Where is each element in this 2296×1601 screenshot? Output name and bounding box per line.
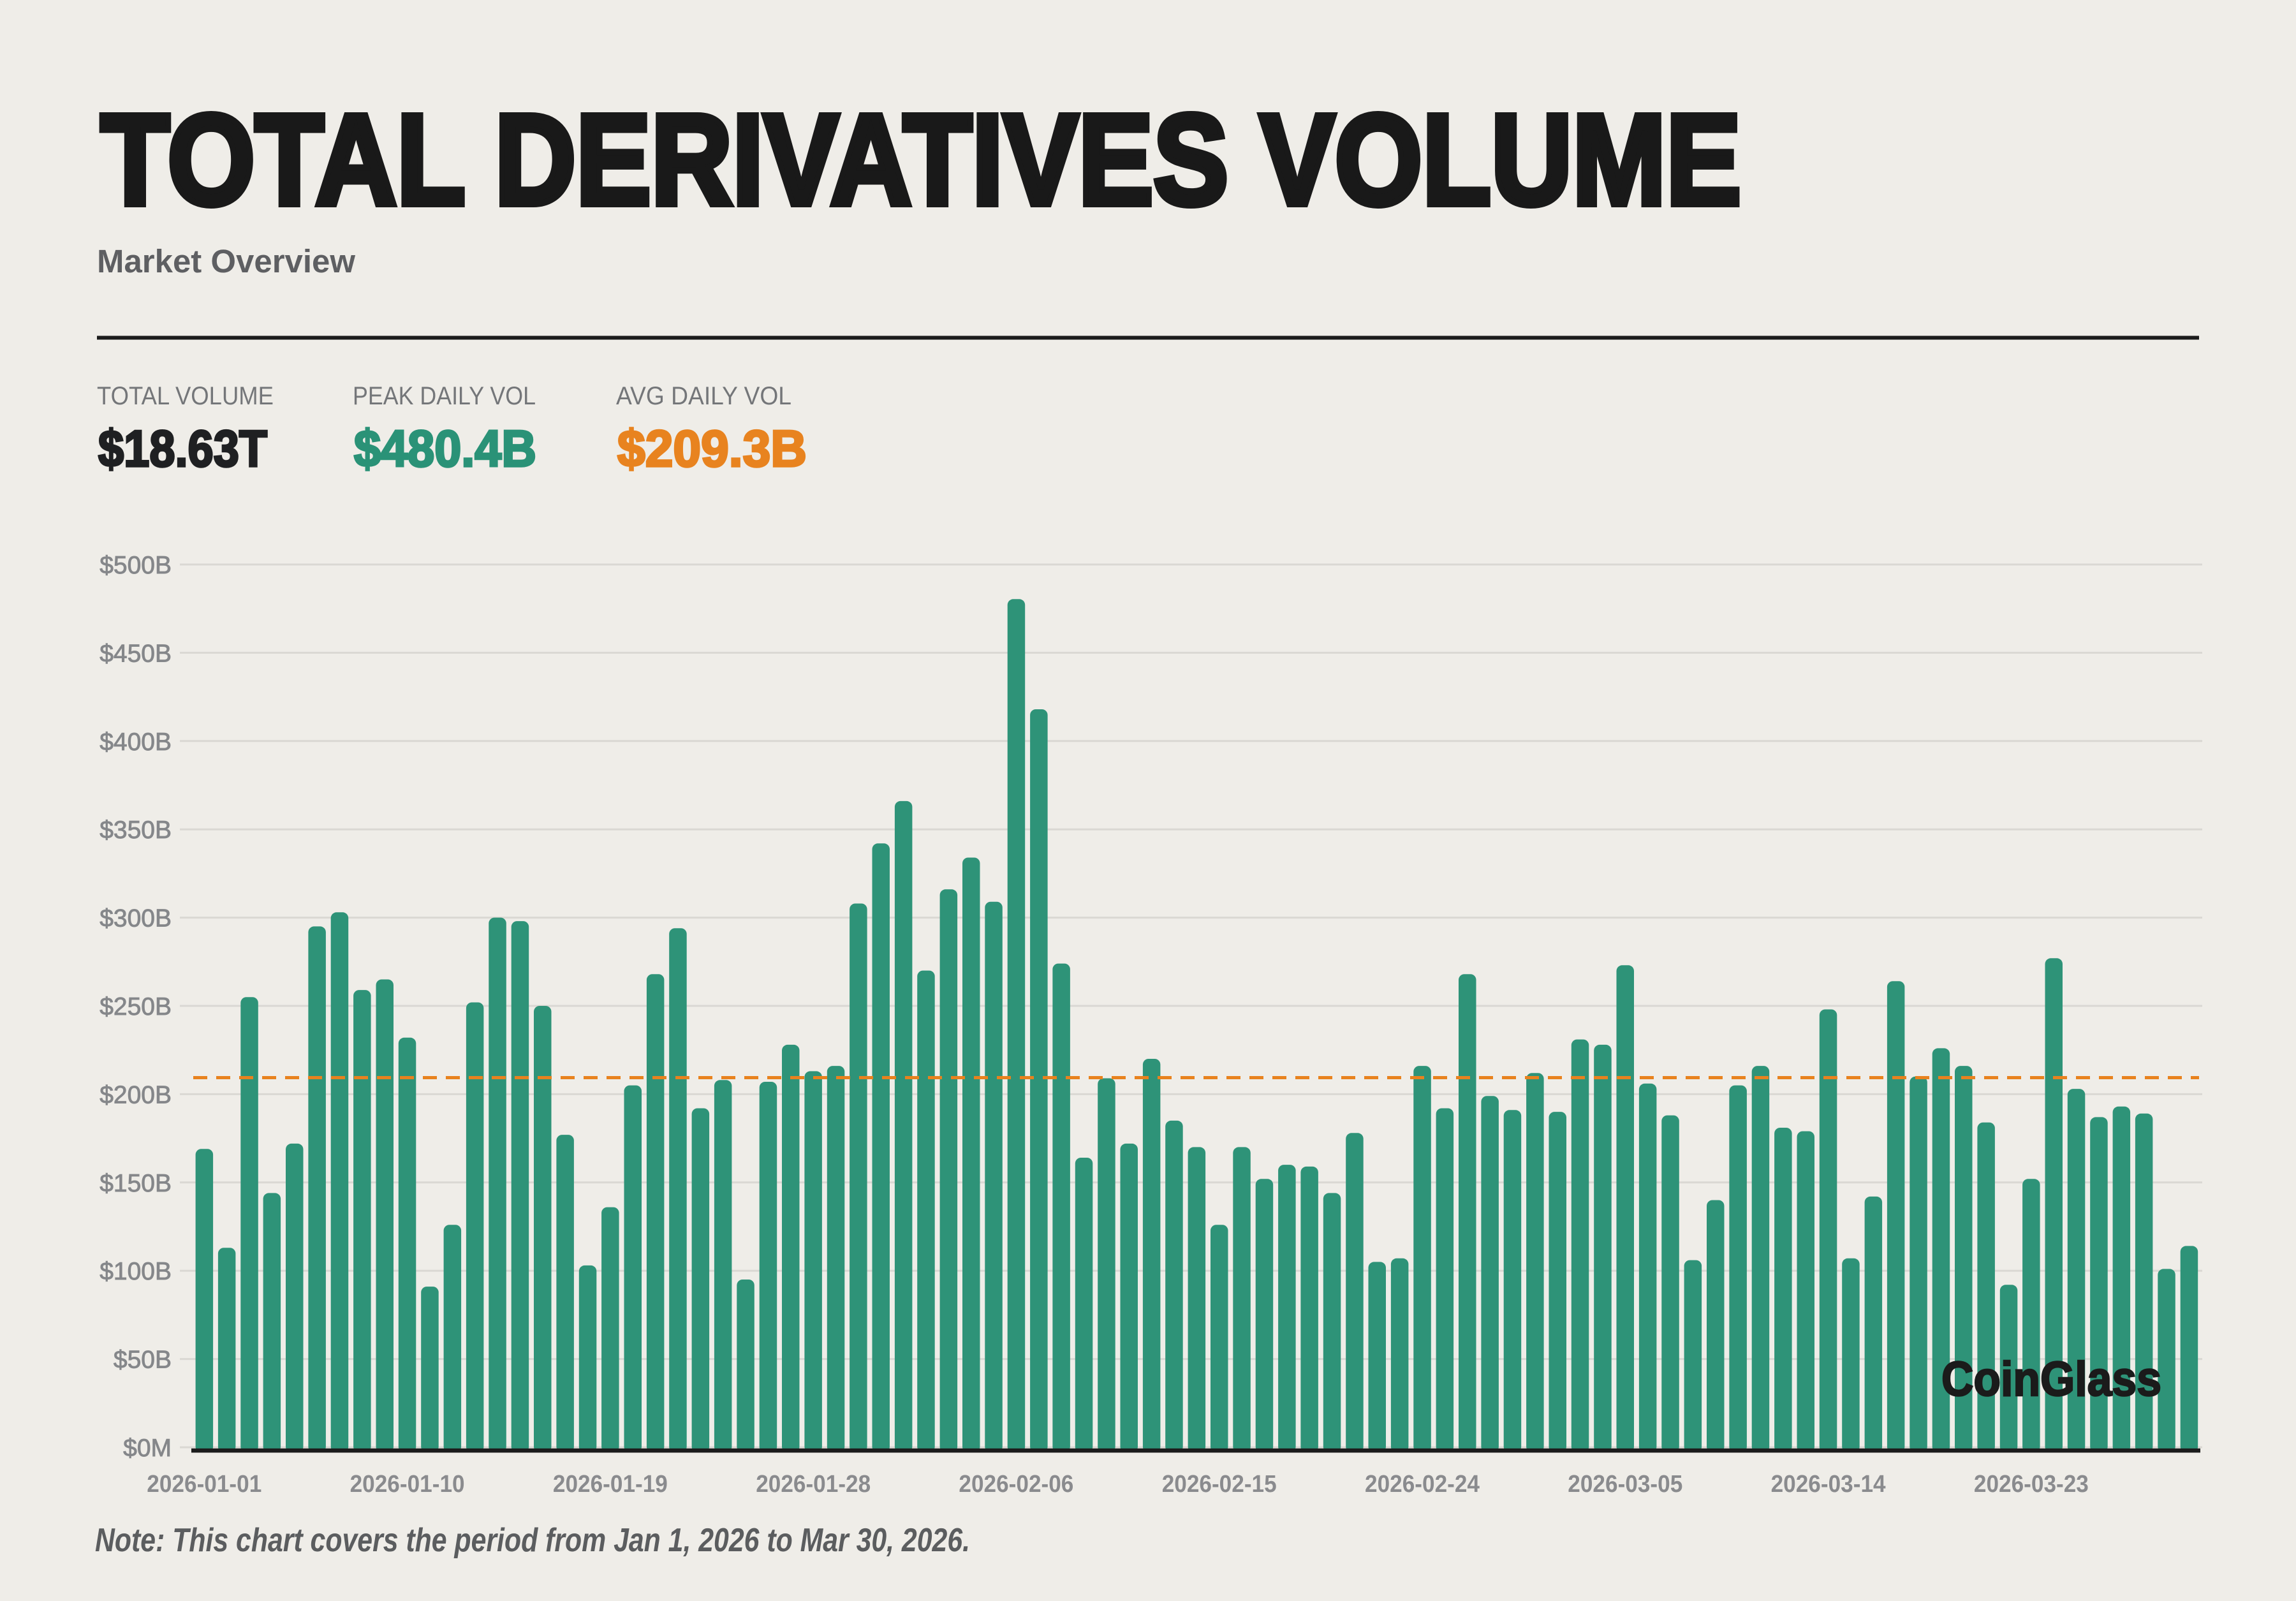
svg-text:$50B: $50B [114, 1346, 172, 1374]
svg-text:CoinGlass: CoinGlass [1941, 1352, 2161, 1406]
svg-text:2026-02-15: 2026-02-15 [1162, 1471, 1277, 1498]
svg-text:2026-03-05: 2026-03-05 [1568, 1471, 1682, 1498]
svg-text:$300B: $300B [99, 905, 172, 933]
svg-text:$450B: $450B [99, 640, 172, 667]
svg-text:TOTAL VOLUME: TOTAL VOLUME [97, 382, 274, 410]
svg-text:$200B: $200B [99, 1081, 172, 1109]
svg-text:$0M: $0M [123, 1435, 172, 1462]
svg-text:2026-02-06: 2026-02-06 [959, 1471, 1073, 1498]
svg-text:$150B: $150B [99, 1170, 172, 1197]
svg-text:$400B: $400B [99, 728, 172, 756]
svg-text:2026-01-28: 2026-01-28 [756, 1471, 871, 1498]
svg-text:PEAK DAILY VOL: PEAK DAILY VOL [353, 382, 536, 410]
svg-text:$500B: $500B [99, 552, 172, 579]
svg-text:Note: This chart covers the pe: Note: This chart covers the period from … [95, 1522, 970, 1559]
svg-text:2026-03-14: 2026-03-14 [1771, 1471, 1886, 1498]
svg-text:AVG DAILY VOL: AVG DAILY VOL [616, 382, 791, 410]
svg-text:Market Overview: Market Overview [97, 243, 355, 279]
svg-text:$250B: $250B [99, 993, 172, 1021]
svg-text:2026-03-23: 2026-03-23 [1974, 1471, 2089, 1498]
svg-text:2026-01-01: 2026-01-01 [147, 1471, 261, 1498]
svg-text:2026-01-10: 2026-01-10 [350, 1471, 465, 1498]
svg-text:$209.3B: $209.3B [617, 420, 807, 478]
svg-text:$480.4B: $480.4B [354, 420, 536, 478]
svg-text:2026-02-24: 2026-02-24 [1365, 1471, 1480, 1498]
svg-text:$18.63T: $18.63T [98, 420, 267, 478]
svg-text:$350B: $350B [99, 816, 172, 844]
svg-text:2026-01-19: 2026-01-19 [553, 1471, 668, 1498]
svg-text:$100B: $100B [99, 1258, 172, 1285]
svg-text:TOTAL DERIVATIVES VOLUME: TOTAL DERIVATIVES VOLUME [101, 87, 1741, 232]
